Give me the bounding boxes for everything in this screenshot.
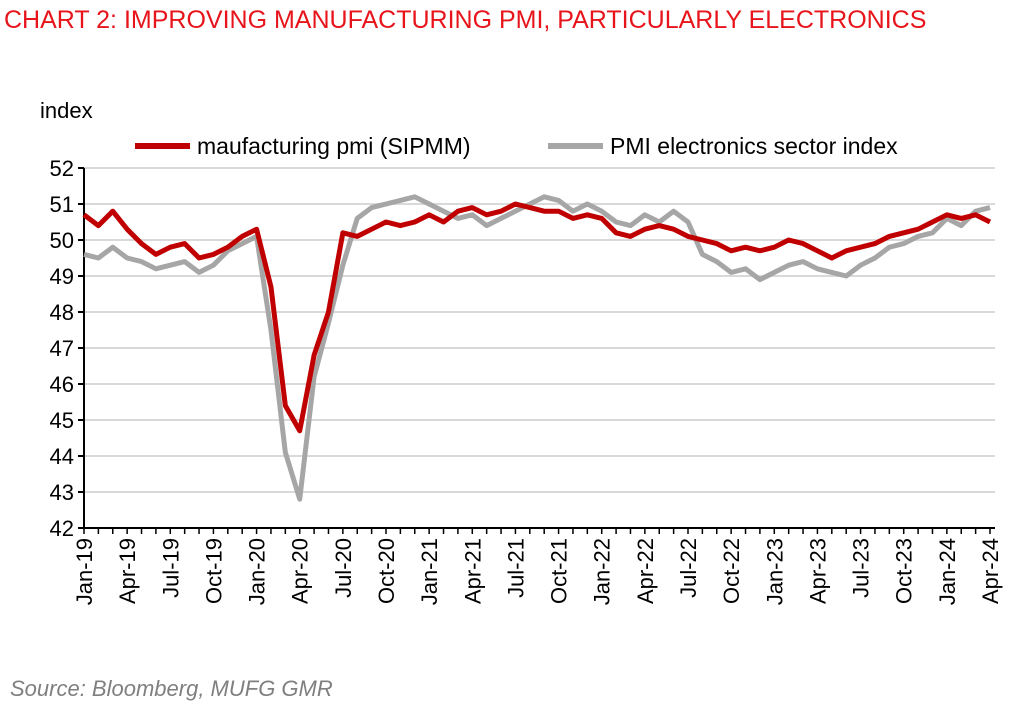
x-tick-label: Jan-20 bbox=[245, 538, 270, 605]
series-line-0 bbox=[82, 201, 992, 434]
legend-label-1: PMI electronics sector index bbox=[610, 133, 898, 159]
series-line-1 bbox=[83, 194, 991, 502]
x-tick-label: Apr-24 bbox=[978, 538, 1003, 604]
y-axis-label: index bbox=[40, 98, 93, 123]
y-tick-label: 42 bbox=[50, 516, 74, 541]
y-tick-label: 43 bbox=[50, 480, 74, 505]
x-tick-label: Oct-19 bbox=[201, 538, 226, 604]
x-tick-label: Oct-23 bbox=[892, 538, 917, 604]
x-tick-label: Apr-19 bbox=[115, 538, 140, 604]
x-tick-label: Apr-22 bbox=[633, 538, 658, 604]
x-tick-label: Jul-22 bbox=[676, 538, 701, 598]
x-tick-label: Jan-23 bbox=[762, 538, 787, 605]
x-tick-label: Oct-21 bbox=[547, 538, 572, 604]
y-tick-label: 49 bbox=[50, 264, 74, 289]
x-tick-label: Jan-19 bbox=[72, 538, 97, 605]
y-tick-label: 52 bbox=[50, 156, 74, 181]
x-tick-label: Jul-19 bbox=[158, 538, 183, 598]
x-tick-label: Jan-22 bbox=[590, 538, 615, 605]
x-tick-label: Jan-21 bbox=[417, 538, 442, 605]
source-note: Source: Bloomberg, MUFG GMR bbox=[10, 676, 333, 701]
x-tick-label: Apr-23 bbox=[805, 538, 830, 604]
x-tick-label: Oct-22 bbox=[719, 538, 744, 604]
x-tick-label: Jan-24 bbox=[935, 538, 960, 605]
legend-label-0: maufacturing pmi (SIPMM) bbox=[197, 133, 471, 159]
x-tick-label: Jul-23 bbox=[849, 538, 874, 598]
y-tick-label: 51 bbox=[50, 192, 74, 217]
x-tick-label: Jul-20 bbox=[331, 538, 356, 598]
x-tick-label: Oct-20 bbox=[374, 538, 399, 604]
y-tick-label: 45 bbox=[50, 408, 74, 433]
y-tick-label: 44 bbox=[50, 444, 74, 469]
y-tick-label: 48 bbox=[50, 300, 74, 325]
y-tick-label: 46 bbox=[50, 372, 74, 397]
y-tick-label: 50 bbox=[50, 228, 74, 253]
x-tick-label: Apr-21 bbox=[460, 538, 485, 604]
chart-title: CHART 2: IMPROVING MANUFACTURING PMI, PA… bbox=[4, 6, 927, 34]
x-tick-label: Jul-21 bbox=[503, 538, 528, 598]
y-tick-label: 47 bbox=[50, 336, 74, 361]
x-tick-label: Apr-20 bbox=[288, 538, 313, 604]
